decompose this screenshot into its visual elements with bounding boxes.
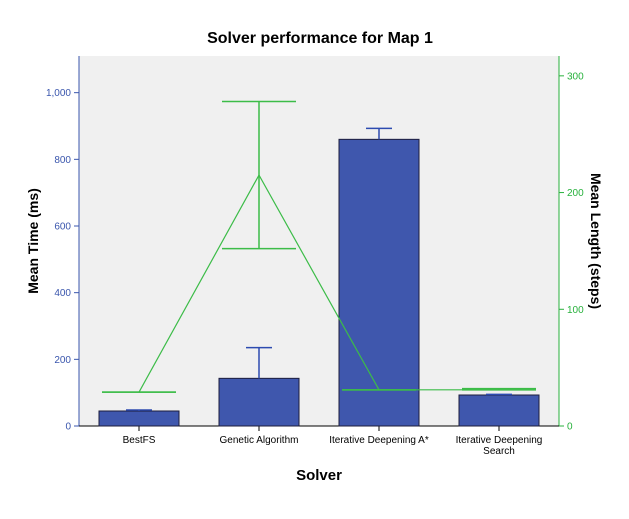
right-axis-label: Mean Length (steps) — [588, 173, 604, 309]
left-tick-label: 0 — [65, 422, 71, 433]
left-tick-label: 1,000 — [46, 88, 71, 99]
x-axis-label: Solver — [296, 467, 342, 484]
bar — [458, 394, 540, 427]
category-label: Iterative Deepening — [456, 435, 543, 446]
left-tick-label: 800 — [54, 155, 71, 166]
category-label: BestFS — [123, 435, 156, 446]
right-tick-label: 100 — [567, 305, 584, 316]
left-axis-label: Mean Time (ms) — [25, 188, 41, 294]
length-line — [138, 173, 499, 393]
bar — [338, 138, 420, 427]
category-label: Iterative Deepening A* — [329, 435, 429, 446]
bars-layer — [98, 127, 540, 427]
category-labels-layer: BestFS Genetic Algorithm Iterative Deepeni… — [123, 435, 543, 457]
right-tick-label: 0 — [567, 422, 573, 433]
left-tick-label: 600 — [54, 222, 71, 233]
right-tick-label: 300 — [567, 71, 584, 82]
chart-title: Solver performance for Map 1 — [207, 30, 433, 47]
right-tick-label: 200 — [567, 188, 584, 199]
left-tick-label: 400 — [54, 288, 71, 299]
bar — [98, 410, 180, 427]
line-layer — [102, 100, 536, 393]
left-tick-label: 200 — [54, 355, 71, 366]
category-label: Search — [483, 446, 515, 457]
bar — [218, 377, 300, 427]
category-label: Genetic Algorithm — [220, 435, 299, 446]
plot-background — [79, 56, 559, 426]
